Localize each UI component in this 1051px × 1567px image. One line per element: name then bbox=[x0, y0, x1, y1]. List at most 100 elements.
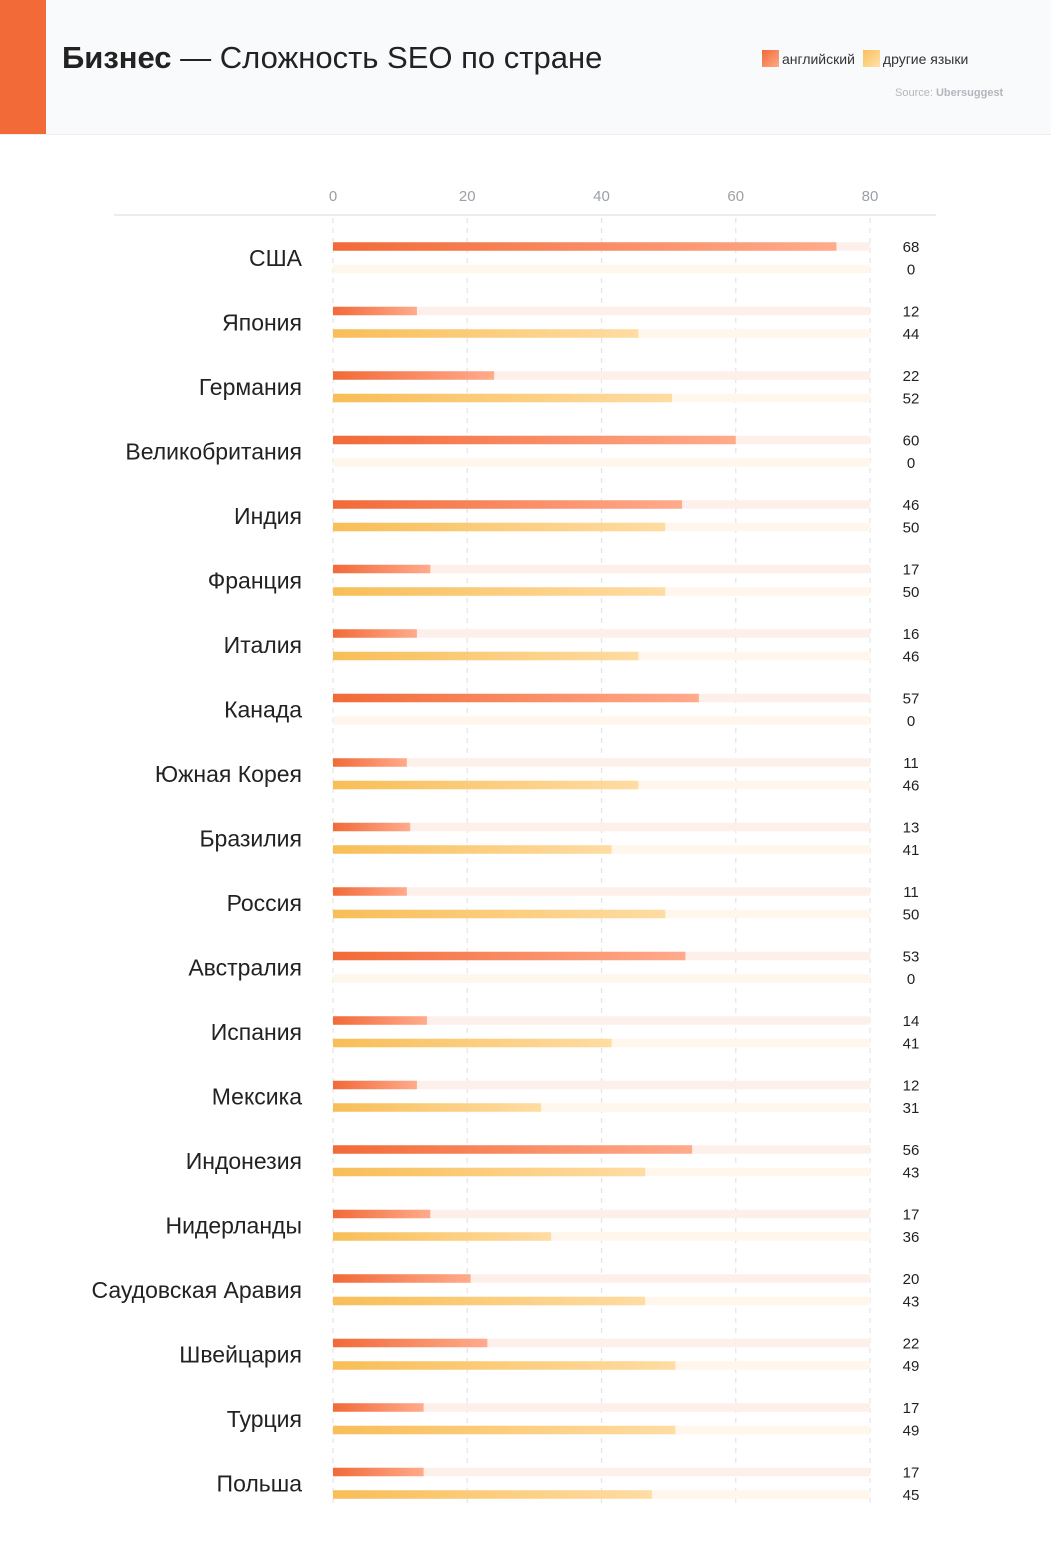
track-english bbox=[333, 306, 870, 316]
source-name: Ubersuggest bbox=[935, 87, 1004, 99]
value-label-english: 17 bbox=[903, 1207, 920, 1224]
country-label: Индия bbox=[234, 503, 302, 529]
accent-strip bbox=[0, 0, 46, 134]
value-label-english: 53 bbox=[903, 949, 920, 966]
bar-english bbox=[333, 1467, 424, 1477]
track-other bbox=[333, 716, 870, 725]
bar-english bbox=[333, 1080, 417, 1090]
value-label-other: 44 bbox=[903, 326, 920, 343]
value-label-english: 17 bbox=[903, 1465, 920, 1482]
value-label-other: 43 bbox=[903, 1294, 920, 1311]
value-label-other: 41 bbox=[903, 1036, 920, 1053]
bar-other bbox=[333, 393, 672, 403]
country-row: Индия 46 50 bbox=[234, 497, 919, 537]
bar-other bbox=[333, 1038, 612, 1048]
bar-english bbox=[333, 371, 495, 380]
value-label-other: 31 bbox=[903, 1100, 920, 1117]
value-label-english: 11 bbox=[903, 884, 919, 901]
track-english bbox=[333, 1209, 870, 1219]
value-label-english: 12 bbox=[903, 1078, 920, 1095]
track-other bbox=[333, 1232, 870, 1241]
country-row: Польша 17 45 bbox=[217, 1465, 920, 1505]
country-label: Саудовская Аравия bbox=[92, 1277, 302, 1303]
bar-other bbox=[333, 1167, 646, 1177]
bar-english bbox=[333, 242, 837, 251]
value-label-english: 17 bbox=[903, 562, 920, 579]
country-label: Испания bbox=[211, 1019, 302, 1045]
value-label-english: 46 bbox=[903, 497, 920, 514]
chart-title: Бизнес — Сложность SEO по стране bbox=[62, 40, 602, 76]
country-row: США 68 0 bbox=[249, 239, 919, 279]
x-tick-label: 60 bbox=[727, 188, 744, 205]
country-label: Германия bbox=[199, 374, 302, 400]
value-label-english: 12 bbox=[903, 304, 920, 321]
value-label-english: 13 bbox=[903, 820, 920, 837]
track-english bbox=[333, 822, 870, 832]
country-row: Швейцария 22 49 bbox=[179, 1336, 919, 1376]
track-other bbox=[333, 1103, 870, 1112]
bar-other bbox=[333, 651, 639, 661]
country-row: Турция 17 49 bbox=[227, 1400, 920, 1440]
legend-label-other: другие языки bbox=[882, 50, 969, 67]
bar-english bbox=[333, 1016, 427, 1025]
country-row: Франция 17 50 bbox=[208, 562, 920, 602]
value-label-english: 68 bbox=[903, 239, 920, 256]
track-english bbox=[333, 1467, 870, 1477]
bar-other bbox=[333, 909, 666, 919]
bar-english bbox=[333, 1209, 431, 1219]
country-row: Индонезия 56 43 bbox=[186, 1142, 920, 1182]
bar-english bbox=[333, 1338, 488, 1348]
track-english bbox=[333, 1274, 870, 1283]
bar-english bbox=[333, 500, 683, 509]
value-label-english: 56 bbox=[903, 1142, 920, 1159]
legend: английский другие языки bbox=[762, 50, 968, 67]
value-label-other: 45 bbox=[903, 1487, 920, 1504]
value-label-other: 41 bbox=[903, 842, 920, 859]
country-label: Индонезия bbox=[186, 1148, 302, 1174]
title-rest: — Сложность SEO по стране bbox=[171, 40, 603, 75]
country-label: Россия bbox=[227, 890, 302, 916]
bar-other bbox=[333, 1490, 652, 1499]
track-english bbox=[333, 1016, 870, 1025]
country-label: Мексика bbox=[212, 1084, 302, 1110]
value-label-english: 17 bbox=[903, 1400, 920, 1417]
country-label: Бразилия bbox=[199, 826, 302, 852]
track-english bbox=[333, 1080, 870, 1090]
value-label-english: 57 bbox=[903, 691, 920, 708]
bar-english bbox=[333, 951, 686, 961]
country-label: Южная Корея bbox=[155, 761, 302, 787]
country-label: Франция bbox=[208, 568, 302, 594]
value-label-english: 22 bbox=[903, 368, 920, 385]
value-label-other: 46 bbox=[903, 778, 920, 795]
x-tick-label: 40 bbox=[593, 188, 610, 205]
country-row: Великобритания 60 0 bbox=[125, 433, 919, 473]
bar-english bbox=[333, 822, 411, 832]
country-row: Бразилия 13 41 bbox=[199, 820, 919, 860]
country-row: Россия 11 50 bbox=[227, 884, 920, 924]
country-label: Швейцария bbox=[179, 1342, 302, 1368]
country-label: Канада bbox=[224, 697, 302, 723]
track-english bbox=[333, 1338, 870, 1348]
value-label-other: 52 bbox=[903, 391, 920, 408]
country-label: Италия bbox=[224, 632, 302, 658]
value-label-other: 49 bbox=[903, 1358, 920, 1375]
bar-english bbox=[333, 887, 407, 896]
bar-other bbox=[333, 1296, 646, 1306]
track-english bbox=[333, 564, 870, 574]
country-label: Нидерланды bbox=[165, 1213, 302, 1239]
track-english bbox=[333, 629, 870, 638]
country-row: Испания 14 41 bbox=[211, 1013, 920, 1053]
value-label-other: 0 bbox=[907, 262, 915, 279]
track-english bbox=[333, 887, 870, 896]
country-label: Турция bbox=[227, 1406, 302, 1432]
bar-other bbox=[333, 1361, 676, 1370]
country-label: Польша bbox=[217, 1471, 303, 1497]
bar-other bbox=[333, 522, 666, 532]
bar-other bbox=[333, 845, 612, 854]
value-label-other: 50 bbox=[903, 520, 920, 537]
country-row: Мексика 12 31 bbox=[212, 1078, 920, 1118]
country-label: Япония bbox=[222, 310, 302, 336]
header: Бизнес — Сложность SEO по стране английс… bbox=[0, 0, 1051, 135]
title-bold: Бизнес bbox=[62, 40, 172, 75]
